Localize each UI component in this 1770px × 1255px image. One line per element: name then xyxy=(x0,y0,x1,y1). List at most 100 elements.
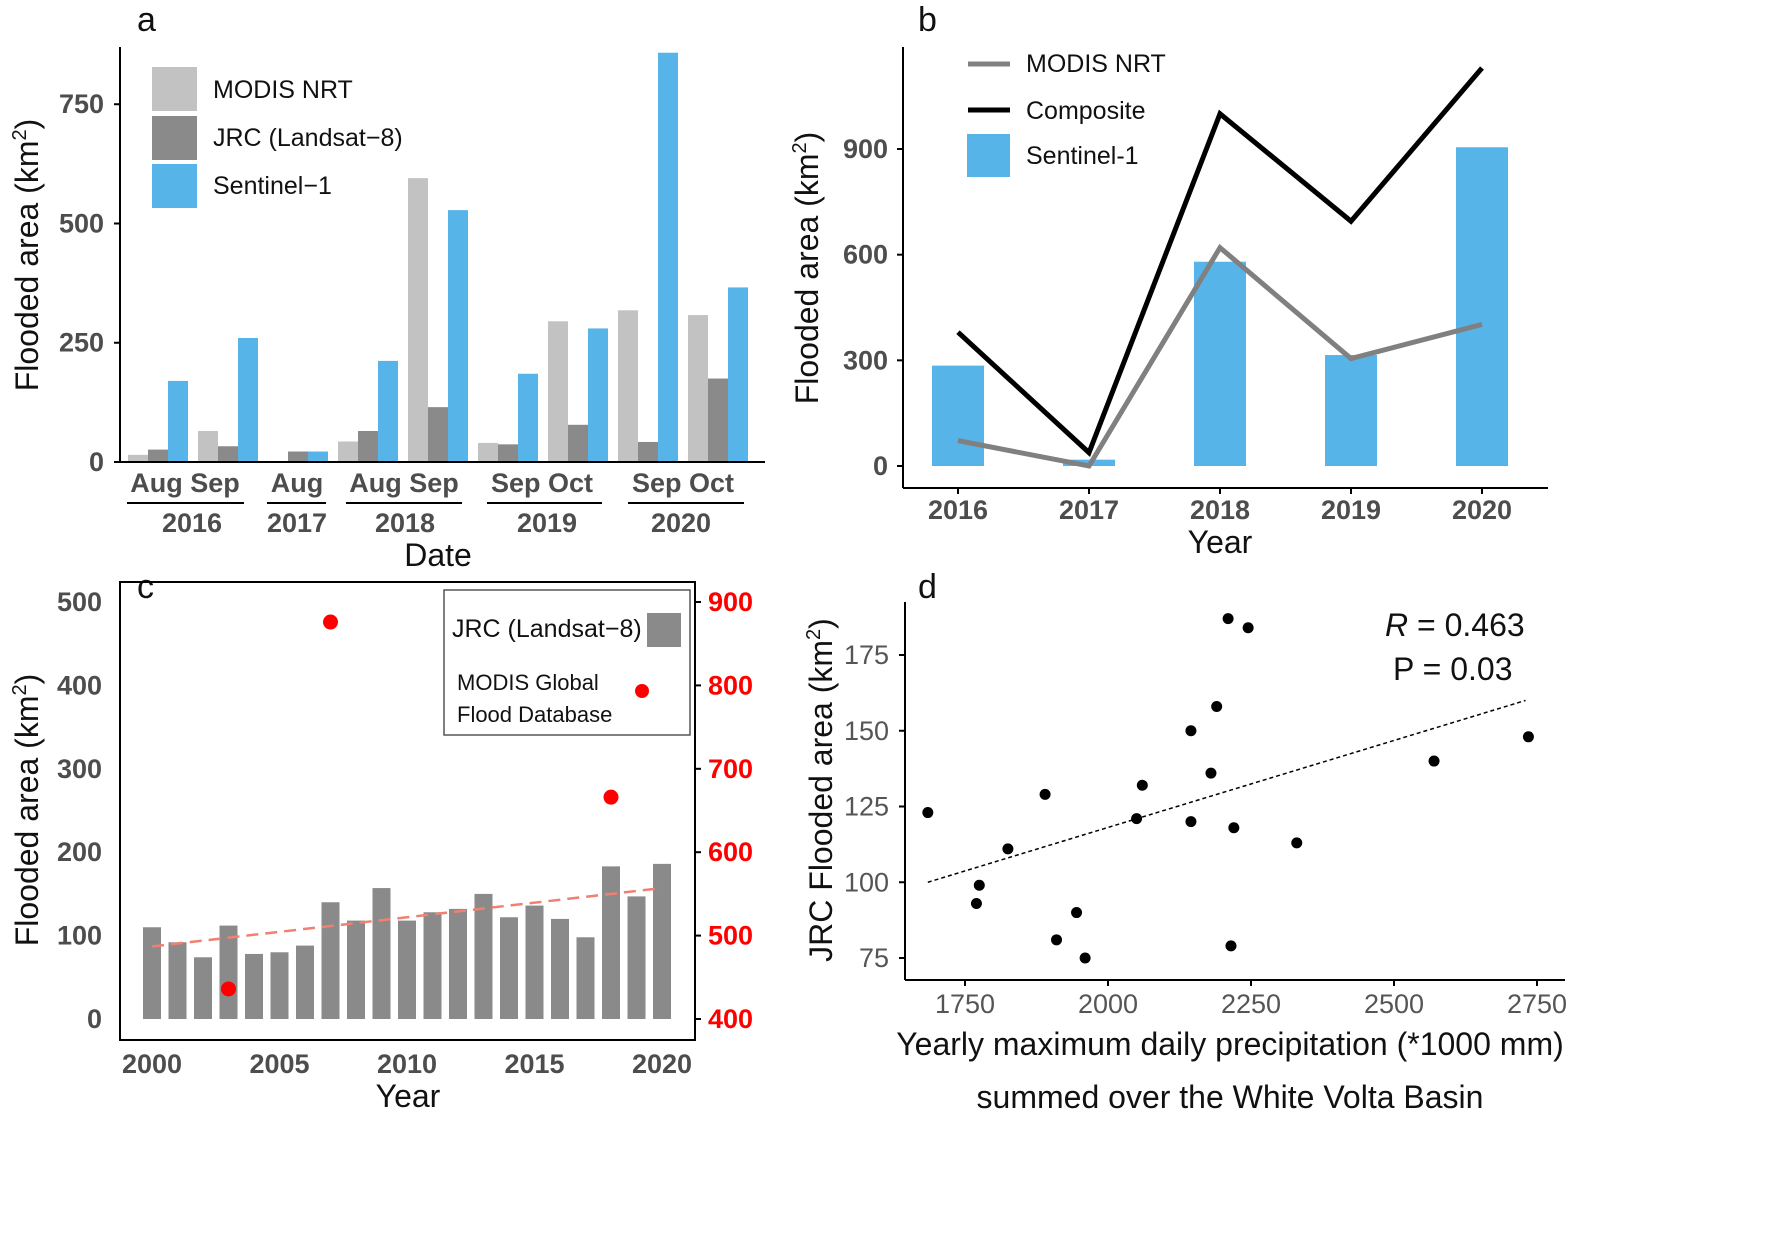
legend-label-sentinel1: Sentinel−1 xyxy=(213,172,332,200)
bar-jrc xyxy=(270,952,289,1019)
y-tick-label: 0 xyxy=(873,451,888,481)
bar-modis-nrt xyxy=(128,454,148,462)
bar-jrc xyxy=(245,953,263,1019)
x-tick-label: 2750 xyxy=(1507,989,1567,1019)
trend-line xyxy=(927,699,1526,883)
legend-swatch-jrc xyxy=(647,613,681,647)
legend-swatch-modis-nrt xyxy=(152,67,197,111)
legend-label-modis-nrt: MODIS NRT xyxy=(213,76,353,104)
bar-sentinel1 xyxy=(1456,147,1508,466)
panel-a-month-label: Sep Oct xyxy=(632,468,734,498)
scatter-point xyxy=(1131,813,1143,825)
point-modis-gfd xyxy=(603,789,619,805)
scatter-point xyxy=(1185,725,1197,737)
scatter-point xyxy=(922,807,934,819)
bar-jrc xyxy=(143,927,161,1019)
y-tick-label: 300 xyxy=(843,345,888,375)
legend-label-sentinel1: Sentinel-1 xyxy=(1026,142,1139,170)
bar-jrc-landsat-8- xyxy=(288,451,308,462)
bar-sentinel-1 xyxy=(658,52,678,463)
x-tick-label: 2500 xyxy=(1364,989,1424,1019)
x-tick-label: 2018 xyxy=(1190,495,1250,525)
panel-a-year-label: 2019 xyxy=(517,508,577,538)
scatter-point xyxy=(1205,767,1217,779)
bar-jrc-landsat-8- xyxy=(218,446,238,462)
y-tick-label: 100 xyxy=(57,921,102,951)
scatter-point xyxy=(973,879,985,891)
x-tick-label: 2016 xyxy=(928,495,988,525)
scatter-point xyxy=(1002,843,1014,855)
scatter-point xyxy=(1242,622,1254,634)
y2-tick-label: 600 xyxy=(708,837,753,867)
panel-c-frame xyxy=(119,581,696,1041)
legend-label-composite: Composite xyxy=(1026,97,1146,125)
y-tick-label: 175 xyxy=(844,640,889,670)
panel-a-year-label: 2016 xyxy=(162,508,222,538)
y2-tick-label: 900 xyxy=(708,587,753,617)
bar-jrc xyxy=(321,902,340,1019)
bar-modis-nrt xyxy=(198,430,218,462)
panel-d-letter: d xyxy=(918,568,937,606)
scatter-point xyxy=(970,897,982,909)
panel-a-year-label: 2020 xyxy=(651,508,711,538)
legend-label-jrc: JRC (Landsat−8) xyxy=(213,124,403,152)
bar-jrc-landsat-8- xyxy=(358,430,378,462)
bar-jrc-landsat-8- xyxy=(498,444,518,462)
x-tick-label: 2019 xyxy=(1321,495,1381,525)
y-tick-label: 300 xyxy=(57,754,102,784)
scatter-point xyxy=(1522,731,1534,743)
scatter-point xyxy=(1136,779,1148,791)
x-tick-label: 2020 xyxy=(632,1049,692,1079)
scatter-point xyxy=(1225,940,1237,952)
x-tick-label: 2000 xyxy=(122,1049,182,1079)
bar-modis-nrt xyxy=(338,441,358,462)
y2-tick-label: 800 xyxy=(708,670,753,700)
panel-a-y-label: Flooded area (km2) xyxy=(9,119,45,392)
bar-modis-nrt xyxy=(408,178,428,462)
panel-c-y-label: Flooded area (km2) xyxy=(9,674,45,947)
line-modis-nrt xyxy=(957,243,1483,469)
panel-d-x-label-2: summed over the White Volta Basin xyxy=(977,1079,1484,1115)
panel-a-month-label: Aug xyxy=(271,468,323,498)
y-tick-label: 75 xyxy=(859,943,889,973)
legend-swatch-jrc xyxy=(152,116,197,160)
x-tick-label: 2010 xyxy=(377,1049,437,1079)
bar-jrc xyxy=(398,920,416,1019)
bar-jrc xyxy=(602,866,620,1019)
panel-c: c 0 100 200 300 400 500 400 500 600 700 800 900 20… xyxy=(9,568,753,1114)
bar-jrc xyxy=(474,893,493,1019)
scatter-point xyxy=(1211,701,1223,713)
panel-b-x-label: Year xyxy=(1188,524,1253,560)
y-tick-label: 750 xyxy=(59,89,104,119)
bar-sentinel1 xyxy=(1194,261,1246,466)
y-tick-label: 600 xyxy=(843,240,888,270)
y-tick-label: 125 xyxy=(844,792,889,822)
y-tick-label: 500 xyxy=(59,208,104,238)
panel-b-letter: b xyxy=(918,1,937,39)
scatter-point xyxy=(1039,788,1051,800)
panel-a-letter: a xyxy=(137,1,156,39)
bar-sentinel-1 xyxy=(588,328,608,462)
bar-modis-nrt xyxy=(548,321,568,462)
bar-modis-nrt xyxy=(478,442,498,462)
x-tick-label: 2015 xyxy=(504,1049,564,1079)
bar-jrc xyxy=(576,937,595,1019)
bar-jrc-landsat-8- xyxy=(148,449,168,462)
panel-d-r-annotation: R = 0.463 xyxy=(1385,607,1525,643)
bar-jrc xyxy=(449,908,467,1019)
bar-sentinel-1 xyxy=(168,380,188,462)
scatter-point xyxy=(1428,755,1440,767)
legend-marker-modis-gfd xyxy=(635,684,649,698)
legend-label-jrc: JRC (Landsat−8) xyxy=(452,615,642,643)
panel-a-year-label: 2017 xyxy=(267,508,327,538)
scatter-point xyxy=(1071,907,1083,919)
panel-a: a 0 250 500 750 Flooded area (km2) Aug Sep … xyxy=(9,1,765,573)
legend-swatch-sentinel1 xyxy=(152,164,197,208)
bar-jrc xyxy=(423,912,442,1019)
y-tick-label: 400 xyxy=(57,670,102,700)
panel-c-x-label: Year xyxy=(376,1078,441,1114)
x-tick-label: 2020 xyxy=(1452,495,1512,525)
bar-sentinel-1 xyxy=(308,451,328,462)
bar-jrc-landsat-8- xyxy=(428,407,448,462)
bar-sentinel-1 xyxy=(238,337,258,462)
